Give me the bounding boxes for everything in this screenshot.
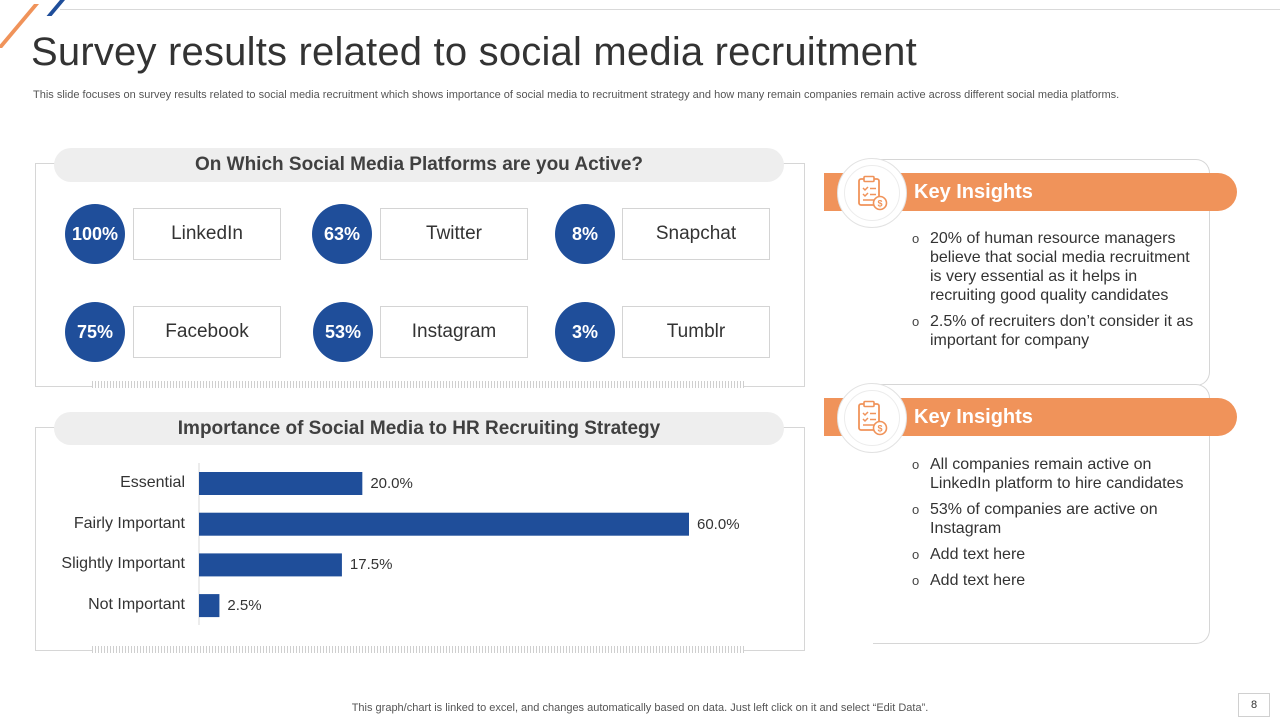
insight-icon-ring-1: $ <box>837 158 907 228</box>
insight-2-bullet-2-text[interactable]: 53% of companies are active on Instagram <box>930 501 1158 537</box>
bullet-circle-icon: o <box>912 502 920 517</box>
svg-text:$: $ <box>877 424 882 434</box>
insight-icon-inner-1: $ <box>844 165 900 221</box>
platform-name-twitter[interactable]: Twitter <box>380 208 528 260</box>
platforms-panel-header[interactable]: On Which Social Media Platforms are you … <box>54 148 784 182</box>
page-number: 8 <box>1238 693 1270 717</box>
category-label-not-important: Not Important <box>88 596 185 614</box>
platform-percent-twitter[interactable]: 63% <box>312 204 372 264</box>
insight-2-bullet-1: o All companies remain active on LinkedI… <box>912 455 1202 493</box>
importance-panel-hatch <box>92 646 744 653</box>
insight-1-bullet-1: o 20% of human resource managers believe… <box>912 229 1202 305</box>
platform-name-linkedin[interactable]: LinkedIn <box>133 208 281 260</box>
platform-name-instagram[interactable]: Instagram <box>380 306 528 358</box>
platform-name-tumblr[interactable]: Tumblr <box>622 306 770 358</box>
bullet-circle-icon: o <box>912 231 920 246</box>
insight-icon-ring-2: $ <box>837 383 907 453</box>
top-divider-line <box>60 9 1280 10</box>
insight-1-bullet-2: o 2.5% of recruiters don’t consider it a… <box>912 312 1202 350</box>
insight-title-2: Key Insights <box>914 405 1033 428</box>
insight-2-bullet-4-text[interactable]: Add text here <box>930 572 1026 589</box>
value-label-slightly-important: 17.5% <box>349 556 393 574</box>
clipboard-dollar-icon: $ <box>858 400 888 436</box>
insight-2-bullet-2: o 53% of companies are active on Instagr… <box>912 500 1202 538</box>
slide-title[interactable]: Survey results related to social media r… <box>31 30 917 74</box>
value-label-fairly-important: 60.0% <box>697 515 740 533</box>
footer-note: This graph/chart is linked to excel, and… <box>351 702 929 714</box>
category-label-fairly-important: Fairly Important <box>73 514 185 532</box>
insight-bullets-1: o 20% of human resource managers believe… <box>912 229 1202 357</box>
platform-percent-snapchat[interactable]: 8% <box>555 204 615 264</box>
importance-panel <box>35 427 805 651</box>
insight-icon-inner-2: $ <box>844 390 900 446</box>
page-number-text: 8 <box>1250 699 1258 711</box>
bullet-circle-icon: o <box>912 457 920 472</box>
insight-1-bullet-2-text[interactable]: 2.5% of recruiters don’t consider it as … <box>930 313 1194 349</box>
svg-text:$: $ <box>877 199 882 209</box>
insight-2-bullet-3: o Add text here <box>912 545 1202 564</box>
value-label-not-important: 2.5% <box>227 597 262 615</box>
insight-1-bullet-1-text[interactable]: 20% of human resource managers believe t… <box>930 230 1190 304</box>
insight-title-1: Key Insights <box>914 180 1033 203</box>
platform-name-snapchat[interactable]: Snapchat <box>622 208 770 260</box>
category-label-essential: Essential <box>120 474 185 491</box>
platform-name-facebook[interactable]: Facebook <box>133 306 281 358</box>
platform-percent-linkedin[interactable]: 100% <box>65 204 125 264</box>
bullet-circle-icon: o <box>912 573 920 588</box>
platforms-panel-hatch <box>92 381 744 388</box>
platform-percent-facebook[interactable]: 75% <box>65 302 125 362</box>
insight-bullets-2: o All companies remain active on LinkedI… <box>912 455 1202 597</box>
platform-percent-tumblr[interactable]: 3% <box>555 302 615 362</box>
slide-subtitle[interactable]: This slide focuses on survey results rel… <box>33 89 1120 101</box>
clipboard-dollar-icon: $ <box>858 175 888 211</box>
bullet-circle-icon: o <box>912 547 920 562</box>
blue-accent-stripe <box>46 0 65 16</box>
insight-2-bullet-1-text[interactable]: All companies remain active on LinkedIn … <box>930 456 1184 492</box>
insight-2-bullet-3-text[interactable]: Add text here <box>930 546 1026 563</box>
insight-2-bullet-4: o Add text here <box>912 571 1202 590</box>
bullet-circle-icon: o <box>912 314 920 329</box>
value-label-essential: 20.0% <box>370 475 413 492</box>
importance-panel-header[interactable]: Importance of Social Media to HR Recruit… <box>54 412 784 445</box>
category-label-slightly-important: Slightly Important <box>61 555 185 573</box>
platform-percent-instagram[interactable]: 53% <box>313 302 373 362</box>
